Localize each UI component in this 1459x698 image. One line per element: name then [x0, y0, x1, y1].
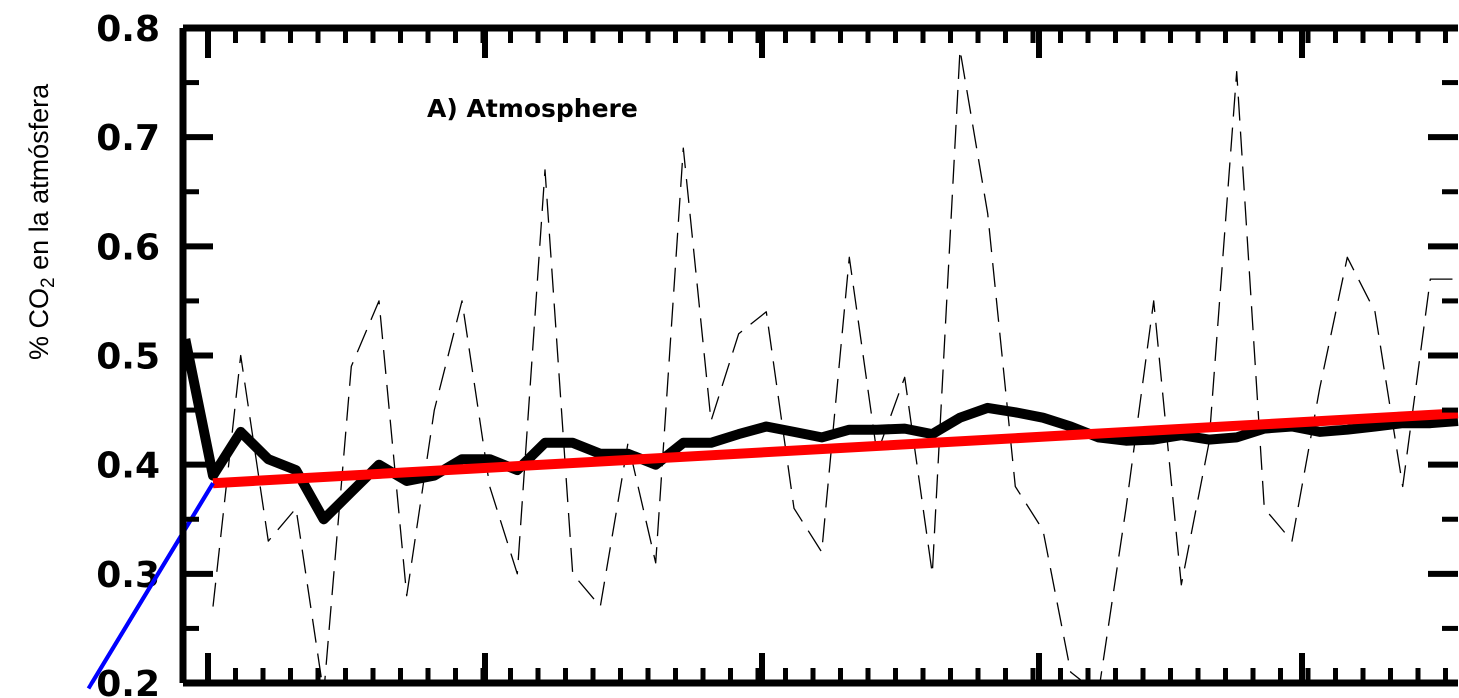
y-tick-label: 0.2: [96, 664, 160, 698]
series-line-dashed-thin: [212, 49, 1458, 683]
y-tick-label: 0.6: [96, 227, 160, 268]
y-axis-label-suffix: en la atmósfera: [24, 83, 54, 278]
series-group: [89, 49, 1459, 683]
y-tick-label: 0.7: [96, 118, 160, 159]
series-line-trend: [212, 408, 1459, 489]
y-tick-label: 0.5: [96, 337, 160, 378]
chart-annotation: A) Atmosphere: [427, 94, 638, 123]
y-axis-label-subscript: 2: [38, 277, 59, 288]
plot-area: [86, 24, 1459, 690]
y-tick-labels: 0.20.30.40.50.60.70.8: [96, 9, 160, 698]
series-line-thick-solid: [180, 338, 1459, 525]
y-axis-label: % CO2 en la atmósfera: [24, 83, 59, 360]
y-axis-label-prefix: % CO: [24, 288, 54, 360]
y-tick-label: 0.8: [96, 9, 160, 50]
svg-text:% CO2 en la atmósfera: % CO2 en la atmósfera: [24, 83, 59, 360]
y-tick-label: 0.4: [96, 446, 160, 487]
